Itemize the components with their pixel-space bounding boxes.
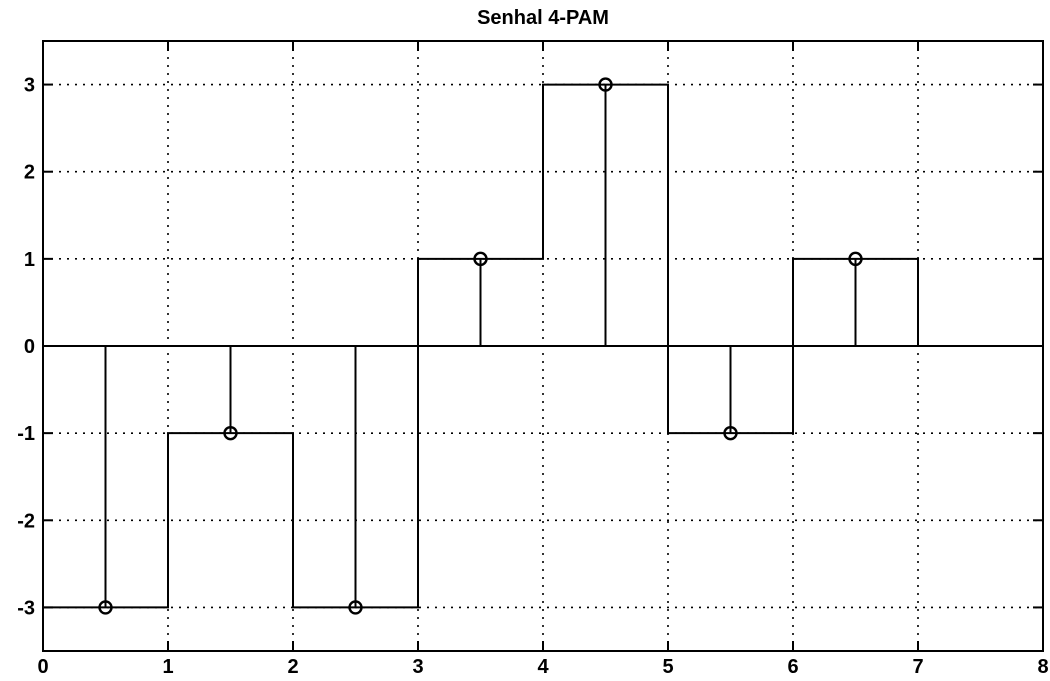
ticks	[42, 41, 1044, 651]
stem-marker	[723, 425, 738, 441]
stem-marker	[473, 251, 488, 267]
x-tick-label: 8	[1037, 656, 1048, 678]
stem-marker	[348, 600, 363, 615]
step-waveform	[42, 83, 919, 609]
tick-labels: 0 1 2 3 4 5 6 7 8 -3 -2 -1 0 1 2 3	[17, 75, 1048, 678]
stem-marker	[598, 77, 613, 92]
x-tick-label: 4	[537, 656, 549, 678]
y-tick-label: 1	[24, 249, 35, 271]
series-group	[42, 77, 919, 615]
y-tick-label: 0	[24, 336, 35, 358]
x-tick-label: 5	[662, 656, 673, 678]
stem-marker	[223, 425, 238, 441]
y-tick-label: 2	[24, 162, 35, 184]
x-tick-label: 3	[412, 656, 423, 678]
x-tick-label: 6	[787, 656, 798, 678]
y-tick-label: -1	[17, 423, 35, 445]
stem-marker	[848, 251, 863, 267]
y-tick-label: 3	[24, 75, 35, 97]
x-tick-label: 1	[162, 656, 173, 678]
x-tick-label: 7	[912, 656, 923, 678]
stem-marker	[98, 600, 113, 615]
y-tick-label: -2	[17, 510, 35, 532]
y-tick-label: -3	[17, 597, 35, 619]
x-tick-label: 2	[287, 656, 298, 678]
x-tick-label: 0	[37, 656, 48, 678]
chart-title: Senhal 4-PAM	[477, 7, 609, 29]
